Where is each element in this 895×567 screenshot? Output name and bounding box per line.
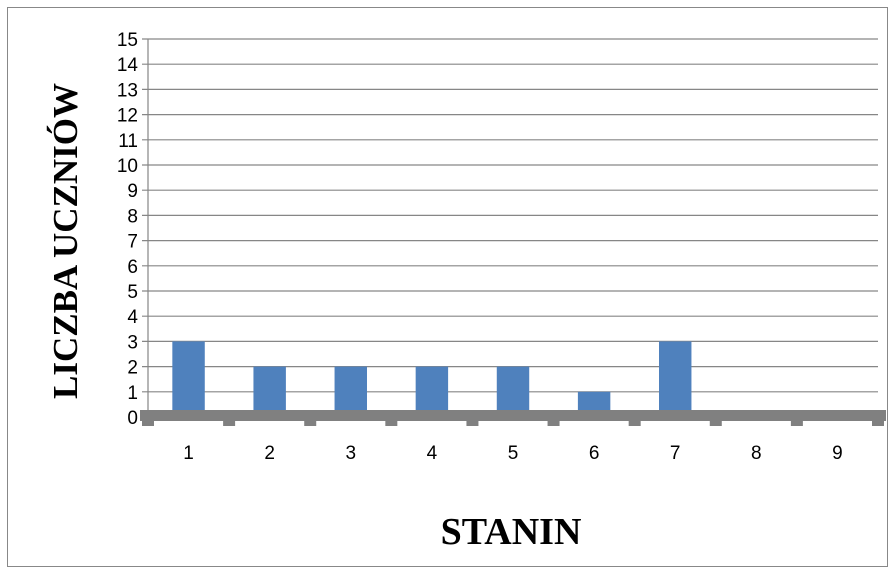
y-tick-label: 9 [127,181,138,202]
bar-stanin-1 [172,341,205,417]
y-tick-label: 3 [127,332,138,353]
x-tick-label: 2 [264,443,275,464]
x-tick-label: 4 [427,443,438,464]
x-axis-tick [466,419,479,426]
y-tick-label: 13 [117,80,138,101]
x-tick-label: 6 [589,443,600,464]
x-axis-band [140,410,886,421]
chart-frame [7,7,888,567]
x-axis-tick [304,419,317,426]
x-tick-label: 8 [751,443,762,464]
y-tick-label: 6 [127,257,138,278]
y-tick-label: 2 [127,358,138,379]
y-tick-label: 15 [117,30,138,51]
x-tick-label: 9 [832,443,843,464]
y-tick-label: 14 [117,55,139,76]
x-axis-tick [142,419,154,426]
x-axis-tick [790,419,803,426]
x-axis-tick [872,419,884,426]
bar-stanin-7 [659,341,692,417]
x-tick-label: 3 [345,443,356,464]
gridlines [142,38,878,417]
y-tick-label: 12 [117,106,138,127]
x-axis-tick [223,419,236,426]
y-axis-title: LICZBA UCZNIÓW [45,83,85,399]
y-tick-label: 4 [127,307,138,328]
x-tick-labels: 1 2 3 4 5 6 7 8 9 [183,443,842,464]
y-tick-label: 10 [117,156,138,177]
y-tick-label: 8 [127,206,138,227]
bar-stanin-4 [415,366,449,417]
bar-stanin-5 [496,366,530,417]
x-tick-label: 7 [670,443,681,464]
x-axis-title: STANIN [441,511,582,548]
y-tick-label: 7 [127,232,138,253]
x-axis-tick [709,419,722,426]
x-tick-label: 5 [508,443,519,464]
y-tick-label: 5 [127,282,138,303]
x-axis [140,410,886,426]
bar-stanin-3 [334,366,367,417]
x-axis-tick [385,419,398,426]
bars [172,341,692,417]
y-tick-label: 0 [127,408,138,429]
x-axis-tick [628,419,641,426]
bar-stanin-2 [253,366,286,417]
x-axis-tick [547,419,560,426]
x-tick-label: 1 [183,443,194,464]
y-tick-label: 1 [127,383,138,404]
y-tick-label: 11 [118,131,138,152]
